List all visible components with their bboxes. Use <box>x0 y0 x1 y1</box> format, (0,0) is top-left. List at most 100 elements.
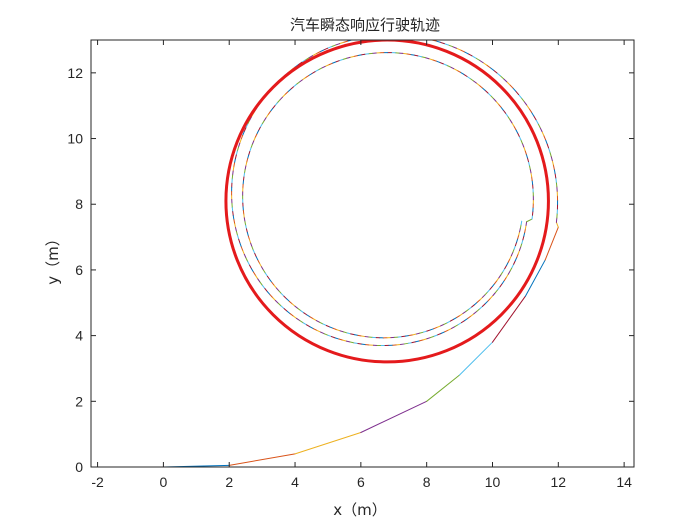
trajectory-segment <box>259 281 263 286</box>
trajectory-segment <box>404 335 410 337</box>
trajectory-segment <box>262 269 266 274</box>
trajectory-segment <box>243 213 245 219</box>
trajectory-segment <box>266 275 271 280</box>
trajectory-segment <box>489 295 494 299</box>
trajectory-segment <box>239 138 242 144</box>
trajectory-segment <box>481 303 486 307</box>
trajectory-segment <box>446 320 451 324</box>
trajectory-segment <box>244 221 247 226</box>
trajectory-segment <box>243 253 247 259</box>
trajectory-segment <box>481 87 486 91</box>
trajectory-segment <box>304 75 310 79</box>
trajectory-segment <box>360 37 364 38</box>
trajectory-segment <box>253 137 256 142</box>
x-tick-label: 14 <box>616 474 632 490</box>
trajectory-segment <box>440 323 445 327</box>
trajectory-segment <box>314 69 319 73</box>
trajectory-segment <box>247 154 250 160</box>
trajectory-segment <box>512 248 515 253</box>
trajectory-segment <box>334 337 340 340</box>
trajectory-segment <box>453 316 458 320</box>
trajectory-segment <box>555 177 557 183</box>
trajectory-segment <box>343 331 348 334</box>
trajectory-segment <box>331 61 337 64</box>
trajectory-segment <box>301 59 306 63</box>
trajectory-segment <box>474 301 478 306</box>
trajectory-segment <box>233 219 236 225</box>
trajectory-segment <box>524 224 527 230</box>
trajectory-segment <box>487 92 492 97</box>
trajectory-segment <box>368 36 372 37</box>
trajectory-segment <box>443 43 449 46</box>
trajectory-segment <box>466 75 471 79</box>
y-tick-label: 4 <box>75 328 83 344</box>
trajectory-segment <box>520 139 523 144</box>
trajectory-segment <box>528 164 531 170</box>
trajectory-segment <box>292 83 297 88</box>
trajectory-segment <box>502 109 507 114</box>
trajectory-segment <box>349 55 355 58</box>
trajectory-segment <box>235 227 237 232</box>
trajectory-segment <box>518 231 521 236</box>
trajectory-segment <box>504 264 508 270</box>
trajectory-segment <box>274 102 278 107</box>
trajectory-segment <box>243 127 247 133</box>
trajectory-segment <box>254 133 258 139</box>
trajectory-segment <box>525 153 528 159</box>
x-tick-label: 2 <box>225 474 233 490</box>
trajectory-segment <box>503 276 507 282</box>
trajectory-segment <box>237 234 240 240</box>
trajectory-segment <box>264 288 268 293</box>
trajectory-segment <box>506 261 509 266</box>
trajectory-segment <box>502 268 506 273</box>
trajectory-segment <box>467 53 473 57</box>
trajectory-segment <box>235 150 238 156</box>
trajectory-segment <box>325 324 331 328</box>
trajectory-segment <box>507 115 511 121</box>
trajectory-segment <box>255 275 259 280</box>
trajectory-segment <box>479 305 483 310</box>
trajectory-segment <box>513 245 516 250</box>
trajectory-segment <box>444 329 449 333</box>
trajectory-segment <box>250 242 253 248</box>
trajectory-segment <box>250 268 254 273</box>
trajectory-segment <box>255 256 259 261</box>
trajectory-segment <box>323 47 329 51</box>
trajectory-segment <box>239 242 242 248</box>
trajectory-segment <box>407 342 413 344</box>
x-axis-title: x（m） <box>333 501 387 519</box>
trajectory-segment <box>272 297 276 302</box>
trajectory-segment <box>537 123 541 129</box>
trajectory-segment <box>489 67 495 71</box>
trajectory-segment <box>254 253 257 258</box>
trajectory-segment <box>484 300 489 305</box>
trajectory-segment <box>234 223 237 229</box>
trajectory-segment <box>463 51 469 55</box>
trajectory-segment <box>261 120 265 125</box>
trajectory-segment <box>312 318 317 322</box>
trajectory-segment <box>524 150 527 155</box>
trajectory-segment <box>525 221 528 226</box>
trajectory-segment <box>248 150 251 156</box>
trajectory-segment <box>264 272 268 277</box>
trajectory-segment <box>272 105 276 110</box>
trajectory-segment <box>509 267 513 272</box>
trajectory-segment <box>271 281 275 286</box>
trajectory-segment <box>426 337 432 340</box>
trajectory-segment <box>319 49 325 53</box>
trajectory-segment <box>406 53 411 55</box>
trajectory-segment <box>411 341 417 344</box>
trajectory-segment <box>257 126 261 132</box>
trajectory-segment <box>259 123 263 128</box>
trajectory-segment <box>274 300 279 304</box>
trajectory-segment <box>411 36 415 37</box>
trajectory-segment <box>529 168 532 174</box>
trajectory-segment <box>357 343 363 345</box>
trajectory-segment <box>500 271 504 276</box>
trajectory-segment <box>250 143 253 149</box>
trajectory-segment <box>283 308 288 312</box>
y-tick-label: 2 <box>75 393 83 409</box>
trajectory-series <box>162 36 559 467</box>
trajectory-segment <box>490 95 494 99</box>
